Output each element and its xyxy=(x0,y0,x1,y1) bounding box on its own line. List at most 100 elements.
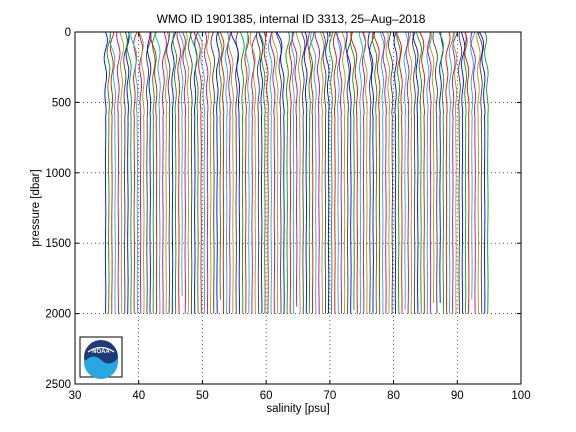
profile-line xyxy=(393,31,398,314)
profile-line xyxy=(210,31,216,314)
profile-line xyxy=(228,31,234,314)
profile-line xyxy=(432,31,438,314)
profile-line xyxy=(106,31,112,314)
x-axis-ticks: 30 40 50 60 70 80 90 100 xyxy=(69,32,531,402)
noaa-logo-text: NOAA xyxy=(92,349,110,355)
y-tick-label: 0 xyxy=(65,27,71,39)
profile-line xyxy=(476,31,481,314)
profile-line xyxy=(146,31,152,314)
profile-line xyxy=(290,31,296,314)
profile-line xyxy=(116,31,121,314)
profile-line xyxy=(445,31,451,314)
profile-line xyxy=(395,31,403,314)
profile-line xyxy=(230,31,241,314)
profile-line xyxy=(162,31,167,314)
profile-line xyxy=(345,31,352,314)
profile-line xyxy=(244,31,250,314)
profile-line xyxy=(181,31,187,314)
profile-line xyxy=(439,31,444,303)
x-tick-label: 90 xyxy=(451,390,464,402)
profile-line xyxy=(133,31,138,314)
profile-line xyxy=(358,31,364,314)
profile-line xyxy=(448,31,455,314)
profile-line xyxy=(336,31,341,314)
profile-line xyxy=(146,32,152,314)
profile-line xyxy=(235,31,239,314)
profile-line xyxy=(412,31,417,314)
profile-line xyxy=(138,31,145,314)
profile-line xyxy=(307,31,314,314)
profile-line xyxy=(249,31,257,314)
profile-line xyxy=(419,31,426,314)
profile-line xyxy=(350,31,355,311)
profile-line xyxy=(319,31,325,314)
profile-line xyxy=(288,31,295,314)
x-tick-label: 30 xyxy=(69,390,82,402)
profile-line xyxy=(226,32,231,314)
profile-line xyxy=(109,31,115,314)
profile-line xyxy=(276,31,285,314)
profile-line xyxy=(271,31,279,314)
profile-line xyxy=(438,31,445,314)
profile-line xyxy=(484,31,489,314)
profile-line xyxy=(295,31,302,314)
profile-line xyxy=(325,31,330,314)
profile-line xyxy=(109,31,116,314)
profile-lines xyxy=(103,31,489,314)
profile-line xyxy=(258,31,266,314)
plot-frame xyxy=(74,31,522,385)
profile-line xyxy=(427,31,432,314)
profile-line xyxy=(215,31,220,314)
x-tick-label: 100 xyxy=(511,390,530,402)
noaa-logo: NOAA xyxy=(79,336,123,379)
profile-line xyxy=(403,31,408,311)
profile-line xyxy=(196,31,206,314)
profile-line xyxy=(463,31,468,314)
profile-line xyxy=(385,31,390,314)
profile-line xyxy=(396,31,401,314)
profile-line xyxy=(219,31,225,314)
y-tick-label: 2000 xyxy=(45,309,71,321)
x-tick-label: 40 xyxy=(132,390,145,402)
profile-line xyxy=(119,31,124,314)
y-axis-label: pressure [dbar] xyxy=(30,169,42,246)
profile-line xyxy=(152,31,157,314)
profile-line xyxy=(245,31,250,314)
profile-line xyxy=(193,31,199,314)
profile-line xyxy=(189,31,199,314)
profile-line xyxy=(268,31,273,314)
profile-line xyxy=(285,31,290,314)
profile-line xyxy=(381,31,387,314)
profile-line xyxy=(426,31,432,314)
profile-line xyxy=(251,31,258,314)
profile-line xyxy=(372,31,381,314)
profile-line xyxy=(303,31,308,314)
profile-line xyxy=(291,31,298,307)
profile-line xyxy=(138,31,144,314)
profile-line xyxy=(477,31,483,314)
profile-line xyxy=(263,31,269,314)
profile-line xyxy=(321,31,327,314)
profile-line xyxy=(367,31,374,314)
profile-line xyxy=(130,32,139,314)
profile-line xyxy=(275,31,282,314)
profile-line xyxy=(269,31,276,314)
profile-line xyxy=(350,31,358,314)
profile-line xyxy=(405,31,410,314)
profile-line xyxy=(362,31,368,314)
profile-line xyxy=(429,31,435,303)
x-tick-label: 50 xyxy=(196,390,209,402)
profile-line xyxy=(335,31,343,314)
profile-line xyxy=(171,31,177,314)
profile-line xyxy=(178,31,184,297)
profile-line xyxy=(193,31,202,314)
profile-line xyxy=(412,31,419,314)
profile-line xyxy=(464,31,470,314)
profile-line xyxy=(184,31,190,314)
profile-line xyxy=(379,31,385,314)
profile-line xyxy=(314,31,321,314)
profile-line xyxy=(172,31,178,314)
profile-line xyxy=(341,31,346,314)
profile-line xyxy=(301,31,306,314)
